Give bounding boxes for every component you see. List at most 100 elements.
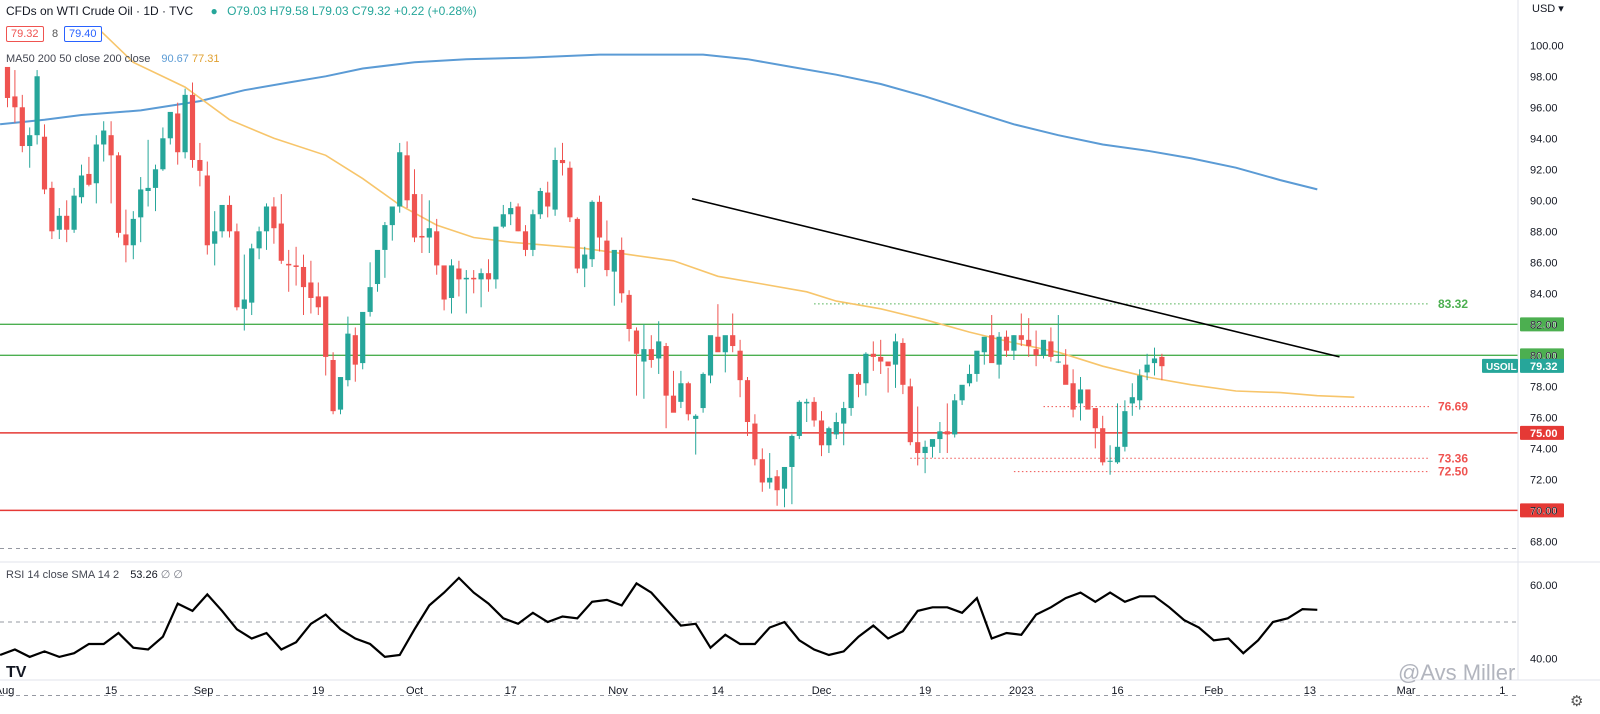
dotted-level-label: 73.36 [1438,451,1468,465]
candle-body [922,446,928,454]
candle [1100,415,1106,466]
candle [204,161,210,255]
time-tick-label: 2023 [1009,685,1033,697]
candle-body [1137,375,1143,401]
candle [915,406,921,466]
candle-body [204,175,210,246]
candle [811,397,817,427]
candle [952,394,958,438]
candle [197,142,203,187]
price-tick-label: 82.00 [1530,319,1558,331]
candle [1040,339,1047,359]
candle [700,372,706,413]
candle-body [1100,428,1106,463]
rsi-legend-label: RSI 14 close SMA 14 2 [6,569,120,581]
candle [160,127,166,171]
candle-body [596,201,603,238]
candle [626,290,632,342]
rsi-pane[interactable]: 40.00 60.00 [0,547,1558,696]
candle [522,225,529,257]
candle-body [567,167,573,218]
candle-body [115,155,122,233]
gear-icon[interactable]: ⚙ [1570,693,1584,710]
candle [1055,315,1061,364]
price-axis[interactable]: 68.0070.0072.0074.0076.0078.0080.0082.00… [0,0,1600,681]
candle-body [604,240,610,271]
candle [463,270,469,314]
candle [1107,445,1113,475]
time-tick-label: Oct [406,685,423,697]
level-tag-75.00 [1520,425,1564,440]
candle-body [900,342,906,385]
currency-selector[interactable]: USD ▾ [1532,2,1564,15]
price-tick-label: 68.00 [1530,536,1558,548]
time-axis[interactable]: Aug 15 Sep 19 Oct 17 Nov 14 Dec 19 2023 16 Feb 13 Mar 1 [0,685,1505,697]
candle-body [952,400,958,435]
candle-body [278,223,284,261]
candle [589,200,595,267]
candle-body [633,330,640,354]
time-tick-label: 19 [919,685,931,697]
dotted-level-label: 76.69 [1438,400,1468,414]
candle [189,82,196,168]
rsi-legend[interactable]: RSI 14 close SMA 14 2 53.26 ∅ ∅ [6,568,183,581]
candle [234,223,240,311]
candle-body [870,353,876,357]
candle-body [226,204,233,232]
candle [441,265,447,311]
candle-body [19,107,25,147]
candle-body [471,277,477,280]
candle-body [966,373,973,384]
tradingview-logo[interactable]: TV [6,664,27,681]
candle [1092,408,1098,449]
candle-body [678,383,684,402]
candle [545,181,551,218]
candlestick-series[interactable] [4,66,1165,508]
ohlc-low: L79.03 [311,4,349,18]
candle [434,218,440,275]
candle [508,201,514,226]
candle [900,338,906,395]
candle [485,259,492,292]
candle-body [811,401,817,421]
candle-body [1070,383,1076,410]
time-tick-label: 16 [1111,685,1123,697]
level-tag-text: 82.00 [1530,319,1558,331]
candle-body [515,206,521,232]
candle [804,398,810,423]
candle [567,161,573,223]
ma-legend[interactable]: MA50 200 50 close 200 close 90.67 77.31 [6,53,220,65]
candle [352,327,358,382]
candle [870,341,876,371]
chart-title[interactable]: CFDs on WTI Crude Oil · 1D · TVC [6,4,194,18]
buy-price-box[interactable]: 79.40 [64,26,102,42]
candle [907,378,913,446]
candle-body [293,265,299,267]
candle [604,220,610,277]
candle-body [989,335,995,364]
sell-price-box[interactable]: 79.32 [6,26,44,42]
candle [1063,349,1069,385]
candle-body [93,144,99,184]
candle [1033,330,1039,367]
candle-body [848,373,854,409]
candle-body [974,350,980,374]
candle [419,194,425,254]
candle-body [663,346,669,396]
trendline[interactable] [691,197,1340,358]
current-price-tag [1520,358,1564,373]
symbol-legend[interactable]: CFDs on WTI Crude Oil · 1D · TVC ● O79.0… [6,4,477,18]
candle [796,400,802,440]
candle [101,121,107,162]
candle-body [841,408,847,424]
candle [974,350,980,382]
candle-body [1085,389,1091,410]
candle [552,147,558,216]
candle [34,70,40,145]
candle-body [4,66,11,98]
candle [707,335,714,384]
rsi-tick-label: 60.00 [1530,580,1558,592]
candle-body [249,248,255,303]
